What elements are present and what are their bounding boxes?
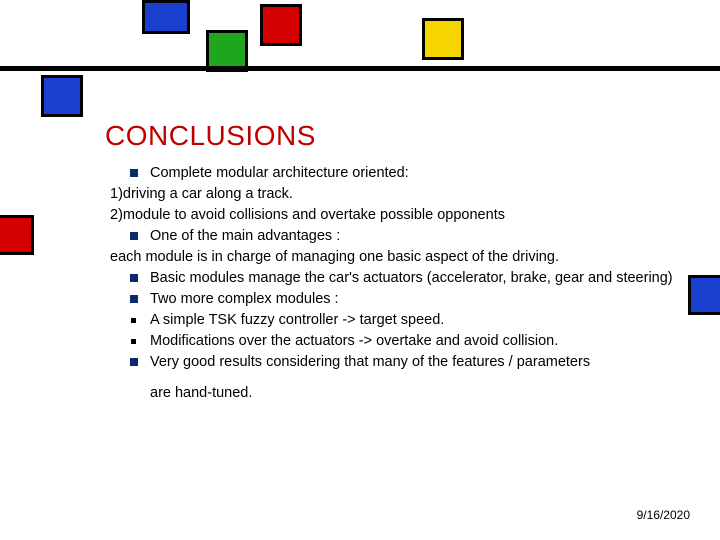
list-item: Basic modules manage the car's actuators…: [110, 268, 690, 289]
list-item: 1)driving a car along a track.: [110, 184, 690, 205]
list-text: A simple TSK fuzzy controller -> target …: [150, 310, 444, 331]
list-item: Two more complex modules :: [110, 289, 690, 310]
deco-block-red-side: [0, 215, 34, 255]
deco-block-blue-left: [41, 75, 83, 117]
deco-block-red-top: [260, 4, 302, 46]
square-bullet-icon: [130, 232, 138, 240]
dot-bullet-icon: [131, 318, 136, 323]
list-item: 2)module to avoid collisions and overtak…: [110, 205, 690, 226]
list-item: each module is in charge of managing one…: [110, 247, 690, 268]
list-item: One of the main advantages :: [110, 226, 690, 247]
list-item: Very good results considering that many …: [110, 352, 690, 373]
list-item: are hand-tuned.: [110, 383, 690, 404]
list-text: each module is in charge of managing one…: [110, 247, 559, 268]
content-body: Complete modular architecture oriented: …: [110, 163, 690, 404]
square-bullet-icon: [130, 295, 138, 303]
square-bullet-icon: [130, 274, 138, 282]
list-text: Complete modular architecture oriented:: [150, 163, 409, 184]
horizontal-rule: [0, 66, 720, 71]
deco-block-yellow: [422, 18, 464, 60]
list-item: A simple TSK fuzzy controller -> target …: [110, 310, 690, 331]
list-text: are hand-tuned.: [150, 383, 252, 404]
list-text: Basic modules manage the car's actuators…: [150, 268, 673, 289]
list-text: Two more complex modules :: [150, 289, 339, 310]
square-bullet-icon: [130, 169, 138, 177]
footer-date: 9/16/2020: [637, 508, 690, 522]
dot-bullet-icon: [131, 339, 136, 344]
list-text: Modifications over the actuators -> over…: [150, 331, 558, 352]
square-bullet-icon: [130, 358, 138, 366]
list-text: 2)module to avoid collisions and overtak…: [110, 205, 505, 226]
list-item: Complete modular architecture oriented:: [110, 163, 690, 184]
deco-block-blue-right: [688, 275, 720, 315]
deco-block-blue-top: [142, 0, 190, 34]
list-text: 1)driving a car along a track.: [110, 184, 293, 205]
list-text: Very good results considering that many …: [150, 352, 590, 373]
list-text: One of the main advantages :: [150, 226, 340, 247]
page-title: CONCLUSIONS: [105, 120, 316, 152]
list-item: Modifications over the actuators -> over…: [110, 331, 690, 352]
